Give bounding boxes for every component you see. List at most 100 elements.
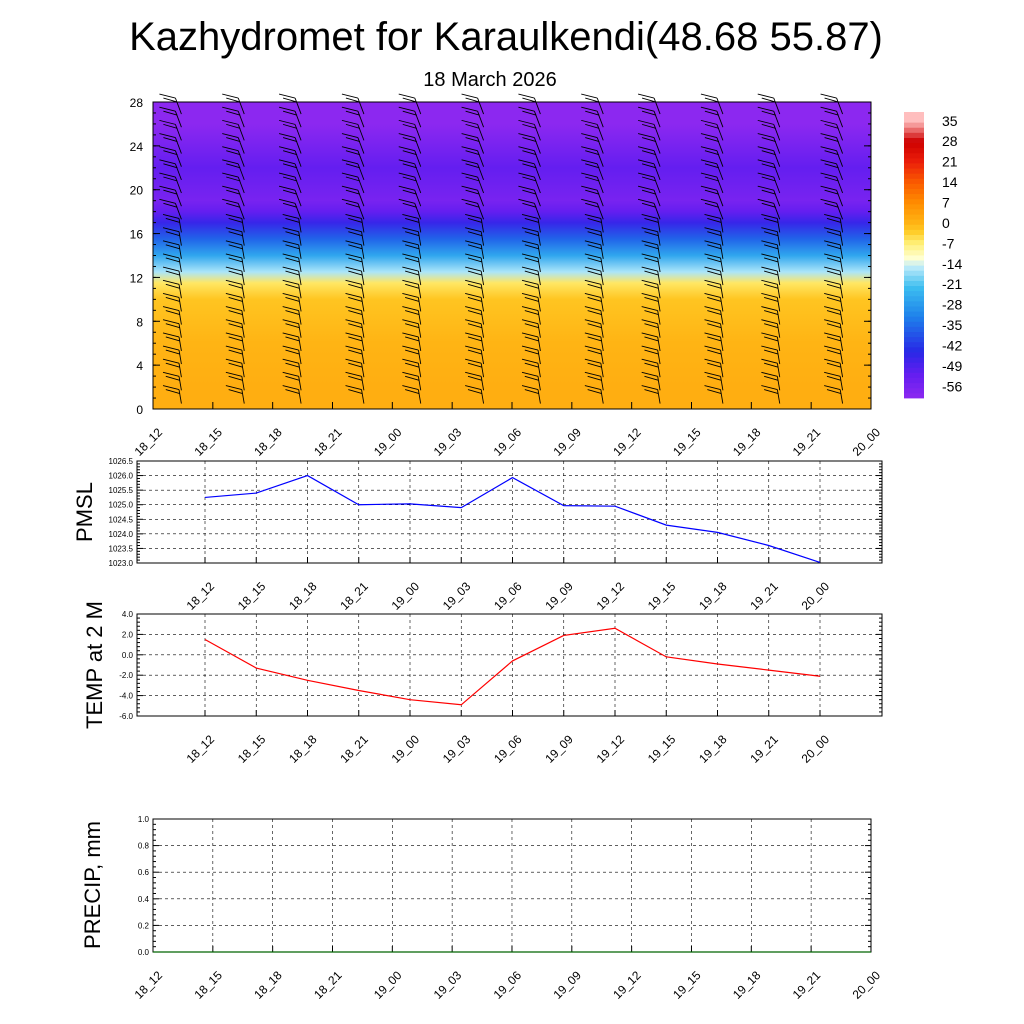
wind-barb (521, 214, 539, 219)
wind-barb (341, 146, 359, 152)
wind-barb (480, 310, 485, 325)
wind-barb (417, 363, 422, 378)
wind-barb (704, 150, 720, 156)
wind-barb (521, 266, 539, 272)
wind-barb (159, 106, 176, 112)
wind-barb (465, 266, 482, 272)
wind-barb (348, 310, 363, 316)
wind-barb (405, 218, 420, 223)
temperature-field (153, 102, 871, 409)
colorbar-swatch (904, 188, 924, 195)
wind-barb (584, 332, 601, 338)
wind-barb (704, 123, 720, 129)
wind-barb (282, 137, 298, 142)
wind-barb (341, 159, 359, 165)
wind-barb (461, 185, 478, 191)
wind-barb (600, 257, 604, 273)
wind-barb (298, 323, 302, 338)
wind-barb (467, 257, 483, 263)
wind-barb (241, 389, 245, 404)
wind-barb (345, 227, 362, 233)
wind-barb (465, 97, 480, 103)
wind-barb (839, 363, 844, 378)
y-tick-label: 1023.5 (109, 544, 134, 553)
wind-barb (398, 172, 415, 178)
wind-barb (776, 310, 781, 325)
wind-barb (653, 190, 661, 207)
wind-barb (163, 150, 178, 156)
wind-barb (417, 389, 422, 404)
wind-barb (178, 244, 182, 259)
wind-barb (241, 257, 245, 273)
wind-barb (587, 389, 602, 394)
wind-barb (159, 133, 176, 138)
wind-barb (524, 323, 539, 329)
wind-barb (345, 319, 362, 325)
wind-barb (704, 266, 721, 272)
wind-barb (521, 227, 539, 233)
wind-barb (402, 371, 419, 377)
wind-barb (704, 110, 720, 116)
wind-barb (282, 123, 298, 129)
wind-barb (345, 385, 362, 390)
wind-barb (465, 358, 482, 364)
y-tick-label: 1023.0 (109, 559, 134, 568)
wind-barb (637, 159, 655, 165)
wind-barb (162, 266, 180, 272)
wind-barb (581, 146, 598, 152)
wind-barb (764, 283, 779, 289)
wind-barb (657, 244, 661, 259)
wind-barb (465, 240, 482, 246)
wind-barb (405, 270, 420, 276)
wind-barb (761, 292, 778, 298)
wind-barb (764, 362, 779, 368)
wind-barb (241, 349, 245, 365)
wind-barb (824, 123, 839, 129)
y-tick-label: 4 (136, 359, 143, 373)
wind-barb (596, 150, 604, 167)
wind-barb (581, 93, 598, 99)
x-tick-label: 19_15 (645, 579, 679, 613)
wind-barb (587, 310, 602, 316)
wind-barb (587, 349, 602, 355)
wind-barb (465, 150, 480, 156)
wind-barb (596, 124, 604, 141)
wind-barb (477, 163, 485, 181)
wind-barb (826, 389, 842, 394)
wind-barb (461, 198, 478, 204)
wind-barb (237, 176, 245, 194)
wind-barb (537, 363, 541, 378)
wind-barb (657, 349, 661, 365)
x-tick-label: 18_18 (251, 968, 285, 1002)
wind-barb (641, 150, 657, 156)
wind-barb (222, 133, 239, 138)
chart-title: Kazhydromet for Karaulkendi(48.68 55.87) (129, 15, 883, 59)
wind-barb (348, 218, 363, 223)
wind-barb (820, 93, 837, 99)
wind-barb (278, 185, 296, 191)
wind-barb (826, 310, 842, 316)
x-tick-label: 18_15 (191, 968, 225, 1002)
wind-barb (467, 218, 483, 223)
wind-barb (405, 283, 420, 289)
wind-barb (241, 363, 245, 378)
wind-barb (402, 150, 417, 156)
wind-barb (467, 336, 483, 342)
wind-barb (298, 257, 302, 273)
colorbar-swatch (904, 372, 924, 378)
wind-barb (596, 111, 604, 128)
wind-barb (348, 375, 363, 381)
wind-barb (348, 362, 363, 368)
wind-barb (824, 332, 841, 338)
x-tick-label: 19_03 (440, 732, 474, 766)
wind-barb (764, 231, 779, 237)
wind-barb (521, 371, 539, 377)
x-tick-label: 19_06 (491, 732, 525, 766)
wind-barb (414, 176, 422, 194)
wind-barb (465, 227, 482, 233)
wind-barb (836, 111, 844, 128)
wind-barb (402, 214, 419, 219)
wind-barb (285, 336, 300, 342)
wind-barb (163, 163, 178, 169)
wind-barb (716, 137, 724, 154)
